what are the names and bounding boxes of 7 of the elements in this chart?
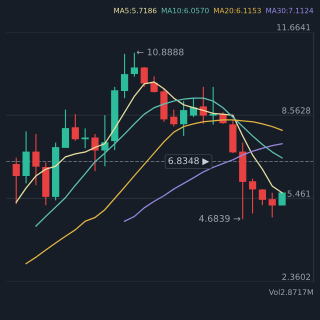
y-tick-label: 2.3602	[282, 274, 310, 280]
y-tick-label: 8.5628	[282, 107, 310, 114]
ref-line-label: 6.8348 ▶	[168, 157, 210, 166]
y-tick-label: 11.6641	[277, 24, 310, 30]
annotation: 4.6839 →	[199, 215, 240, 222]
y-tick-label: 5.461	[288, 190, 310, 197]
annotation: ← 10.8888	[136, 48, 184, 56]
